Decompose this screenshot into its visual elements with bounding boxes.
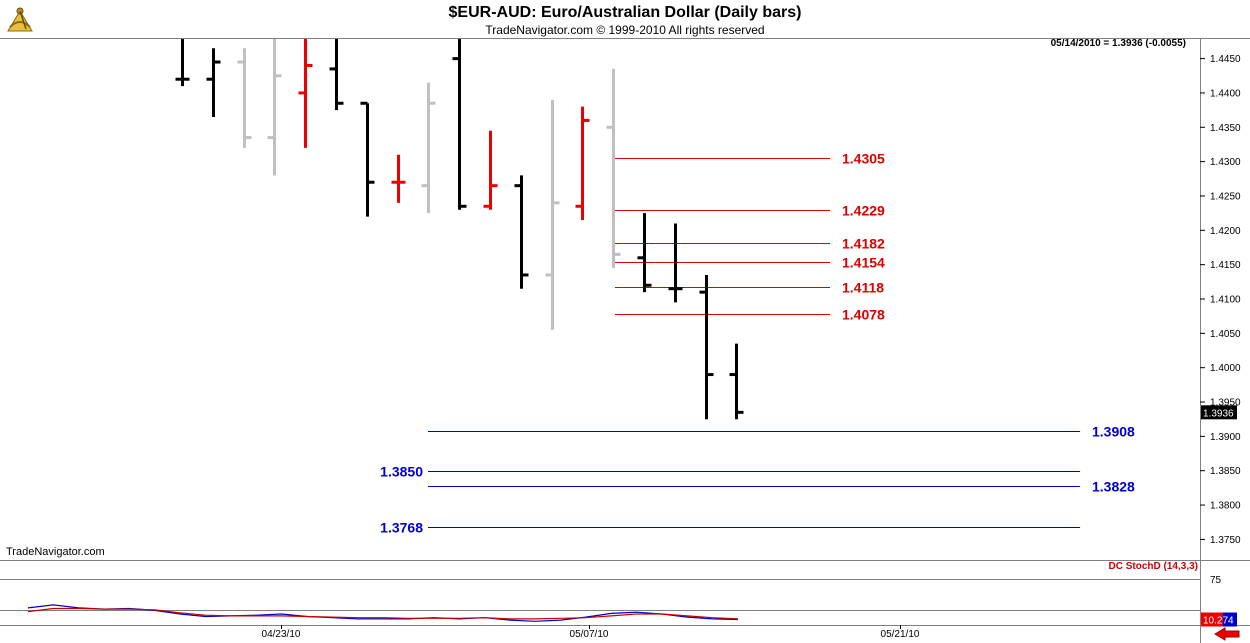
ohlc-bar (391, 154, 406, 203)
chart-header: $EUR-AUD: Euro/Australian Dollar (Daily … (0, 0, 1250, 38)
resistance-label: 1.4078 (842, 307, 885, 323)
stoch-last-box-k (1223, 612, 1237, 627)
x-tick-label: 05/07/10 (570, 629, 609, 640)
ohlc-bar (298, 39, 313, 148)
ohlc-bar (267, 39, 282, 176)
ohlc-bar (668, 223, 683, 303)
y-tick-label: 1.4450 (1210, 54, 1241, 65)
ohlc-bar (729, 343, 744, 420)
indicator-label: DC StochD (14,3,3) (1108, 561, 1198, 572)
ohlc-bar (483, 130, 498, 210)
y-tick-label: 1.4350 (1210, 123, 1241, 134)
stoch-last-label: 10.274 (1203, 616, 1234, 627)
last-price-box (1201, 405, 1237, 420)
support-label: 1.3768 (380, 520, 423, 536)
stoch-last-box-d (1201, 612, 1223, 627)
chart-subtitle: TradeNavigator.com © 1999-2010 All right… (485, 23, 765, 37)
y-tick-label: 1.4150 (1210, 260, 1241, 271)
chart-frame (0, 38, 1250, 643)
price-readout: 05/14/2010 = 1.3936 (-0.0055) (1050, 38, 1186, 49)
y-tick-label: 1.4400 (1210, 88, 1241, 99)
resistance-label: 1.4182 (842, 236, 885, 252)
y-tick-label: 1.3950 (1210, 398, 1241, 409)
ohlc-bar (452, 39, 467, 210)
x-tick-label: 05/21/10 (881, 629, 920, 640)
ohlc-bar (514, 175, 529, 289)
y-tick-label: 1.4000 (1210, 363, 1241, 374)
y-tick-label: 1.3800 (1210, 501, 1241, 512)
ohlc-bar (575, 106, 590, 221)
resistance-label: 1.4154 (842, 255, 885, 271)
y-tick-label: 1.4250 (1210, 191, 1241, 202)
ohlc-bar (175, 39, 190, 87)
ohlc-bar (421, 82, 436, 214)
resistance-label: 1.4305 (842, 151, 885, 167)
y-tick-label: 1.4100 (1210, 295, 1241, 306)
y-tick-label: 1.3750 (1210, 535, 1241, 546)
stoch-red-line (27, 607, 739, 620)
y-tick-label: 1.4050 (1210, 329, 1241, 340)
ohlc-bar (360, 101, 375, 217)
ohlc-bar (329, 39, 344, 111)
date-axis: 04/23/10 05/07/10 05/21/10 (262, 625, 920, 640)
y-tick-label: 1.3900 (1210, 432, 1241, 443)
support-label: 1.3828 (1092, 479, 1135, 495)
sextant-logo-icon (7, 7, 33, 32)
watermark: TradeNavigator.com (6, 546, 105, 558)
y-tick-label: 1.4300 (1210, 157, 1241, 168)
level-lines: 1.4305 1.4229 1.4182 1.4154 1.4118 1.4078 1.39… (380, 151, 1135, 536)
resistance-label: 1.4118 (842, 280, 884, 296)
scroll-left-arrow-icon[interactable] (1213, 627, 1241, 641)
ohlc-bar (637, 213, 652, 293)
support-label: 1.3908 (1092, 424, 1135, 440)
support-label: 1.3850 (380, 464, 423, 480)
ohlc-bar (545, 99, 560, 330)
stoch-blue-line (27, 604, 739, 622)
resistance-label: 1.4229 (842, 203, 885, 219)
stochastic-panel: 75 10.274 (0, 575, 1237, 627)
stoch-tick-label: 75 (1210, 575, 1222, 586)
ohlc-bar (237, 48, 252, 148)
last-price-label: 1.3936 (1203, 408, 1234, 419)
ohlc-bar (606, 68, 621, 269)
y-tick-label: 1.4200 (1210, 226, 1241, 237)
price-axis[interactable]: 1.4450 1.4400 1.4350 1.4300 1.4250 1.4200 1.41… (1200, 54, 1241, 546)
ohlc-bar (206, 48, 221, 117)
x-tick-label: 04/23/10 (262, 629, 301, 640)
chart-title: $EUR-AUD: Euro/Australian Dollar (Daily … (448, 4, 802, 21)
y-tick-label: 1.3850 (1210, 466, 1241, 477)
price-bars (175, 39, 744, 420)
ohlc-bar (699, 274, 714, 420)
